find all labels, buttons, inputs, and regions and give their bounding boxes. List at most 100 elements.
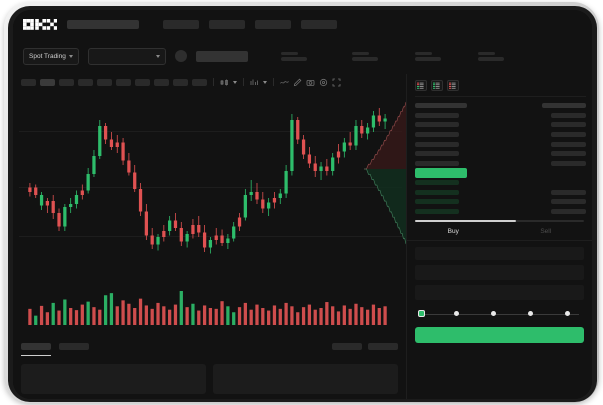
ask-amount (551, 160, 586, 166)
global-search-input[interactable] (67, 19, 139, 29)
slider-stop-50[interactable] (491, 311, 496, 317)
orderbook-ask-row[interactable] (415, 139, 586, 149)
chevron-down-icon[interactable] (233, 80, 237, 84)
orderbook-bid-row[interactable] (415, 187, 586, 197)
bid-amount (551, 208, 586, 214)
trading-mode-label: Spot Trading (29, 52, 66, 60)
depth-ratio-fill (415, 220, 517, 223)
ask-price (415, 141, 459, 147)
orderbook-bid-row[interactable] (415, 178, 586, 188)
orderbook-mode-both-icon[interactable] (415, 80, 427, 91)
slider-stop-25[interactable] (454, 311, 459, 317)
orders-action-2[interactable] (368, 343, 398, 350)
ask-amount (551, 112, 586, 118)
okx-trading-app: Spot Trading (13, 10, 592, 399)
toolbar-divider (273, 78, 274, 86)
order-amount-slider[interactable] (418, 310, 581, 318)
chevron-down-icon (155, 54, 160, 58)
orderbook-ask-row[interactable] (415, 149, 586, 159)
pen-icon[interactable] (293, 78, 302, 87)
market-bar: Spot Trading (13, 38, 592, 74)
orders-panel-left[interactable] (21, 364, 206, 394)
order-total-field[interactable] (415, 285, 584, 301)
market-stat-2-label (351, 51, 369, 55)
bid-price (415, 180, 459, 186)
orderbook-mode-asks-icon[interactable] (447, 80, 459, 91)
spread-price-highlight (415, 167, 467, 178)
market-stat-2 (351, 51, 378, 61)
timeframe-1[interactable] (21, 78, 36, 86)
timeframe-3[interactable] (59, 78, 74, 86)
indicator-icon[interactable] (250, 78, 259, 87)
orderbook-ask-row[interactable] (415, 130, 586, 140)
candlestick-series (28, 108, 387, 254)
ask-amount (551, 141, 586, 147)
market-stat-4-label (477, 51, 495, 55)
ask-price (415, 132, 459, 138)
nav-item-3[interactable] (255, 19, 291, 29)
orderbook-depth-ratio-bar (415, 220, 584, 223)
chevron-down-icon[interactable] (263, 80, 267, 84)
orderbook-bid-row[interactable] (415, 197, 586, 207)
place-buy-order-button[interactable] (415, 327, 584, 344)
line-chart-icon[interactable] (280, 78, 289, 87)
orderbook-rows (407, 101, 592, 216)
orderbook-ask-row[interactable] (415, 111, 586, 121)
slider-stop-75[interactable] (528, 311, 533, 317)
orders-tab-1[interactable] (21, 343, 51, 350)
orderbook-ask-row[interactable] (415, 120, 586, 130)
timeframe-8[interactable] (154, 78, 169, 86)
timeframe-10[interactable] (192, 78, 207, 86)
coin-avatar (174, 50, 187, 62)
order-price-field[interactable] (415, 247, 584, 261)
bid-price (415, 208, 459, 214)
ask-price (415, 122, 459, 128)
fullscreen-icon[interactable] (332, 78, 341, 87)
timeframe-6[interactable] (116, 78, 131, 86)
camera-icon[interactable] (306, 78, 315, 87)
bid-price (415, 189, 459, 195)
bid-amount (551, 199, 586, 205)
orders-panel (13, 337, 406, 399)
trading-mode-select[interactable]: Spot Trading (23, 47, 79, 65)
price-chart-panel[interactable] (13, 90, 406, 337)
timeframe-2[interactable] (40, 78, 55, 86)
orders-tab-2[interactable] (59, 343, 89, 350)
order-amount-field[interactable] (415, 265, 584, 281)
orders-panel-right[interactable] (213, 364, 398, 394)
settings-icon[interactable] (319, 78, 328, 87)
ask-amount (551, 132, 586, 138)
nav-item-1[interactable] (163, 19, 199, 29)
slider-stop-100[interactable] (565, 311, 570, 317)
ask-price (415, 151, 459, 157)
market-stat-3-label (414, 51, 432, 55)
nav-item-4[interactable] (301, 19, 337, 29)
timeframe-7[interactable] (135, 78, 150, 86)
ask-amount (551, 122, 586, 128)
bid-amount (551, 189, 586, 195)
slider-handle[interactable] (418, 310, 425, 318)
nav-item-2[interactable] (209, 19, 245, 29)
orderbook-ask-row[interactable] (415, 159, 586, 169)
orderbook-spread-row[interactable] (415, 167, 586, 178)
orderbook-ask-row[interactable] (415, 101, 586, 111)
timeframe-9[interactable] (173, 78, 188, 86)
buy-sell-tabs: Buy Sell (407, 225, 592, 242)
tab-buy[interactable]: Buy (447, 228, 459, 236)
timeframe-4[interactable] (78, 78, 93, 86)
orders-tabs (21, 343, 398, 356)
candle-chart-icon[interactable] (220, 78, 229, 87)
market-stat-4 (477, 51, 504, 61)
orders-action-1[interactable] (332, 343, 362, 350)
chart-gridline (19, 187, 402, 188)
tab-sell[interactable]: Sell (540, 228, 552, 236)
orderbook-bid-row[interactable] (415, 207, 586, 217)
market-stat-1 (280, 51, 307, 61)
timeframe-5[interactable] (97, 78, 112, 86)
orderbook-view-modes (407, 74, 592, 95)
orderbook-mode-bids-icon[interactable] (431, 80, 443, 91)
okx-logo[interactable] (23, 18, 57, 30)
trading-pair-select[interactable] (87, 47, 166, 65)
screen: Spot Trading (13, 10, 592, 399)
